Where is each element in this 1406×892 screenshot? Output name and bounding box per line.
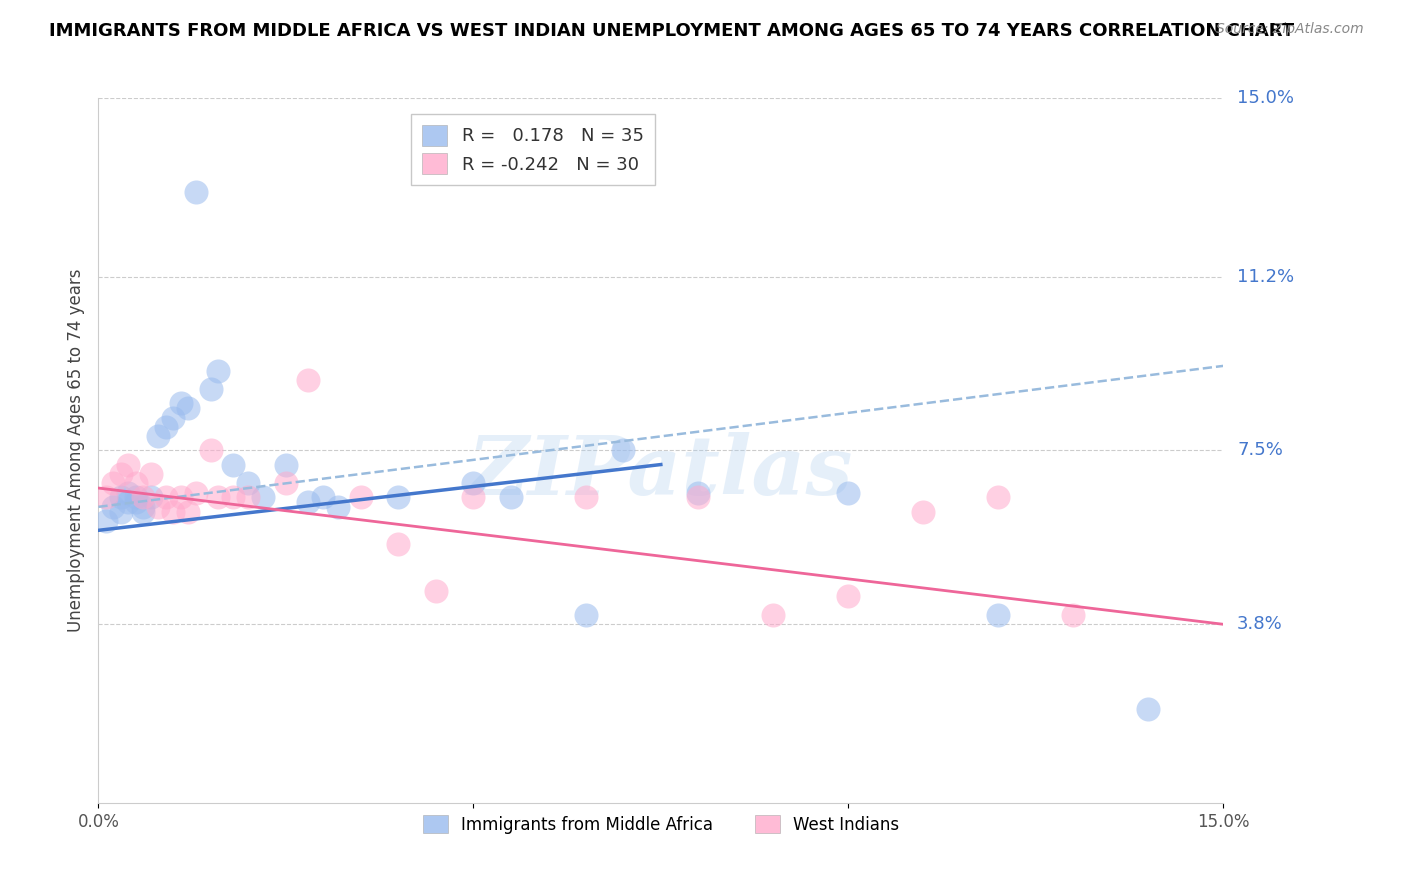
Point	[575, 491, 598, 505]
Point	[184, 185, 207, 199]
Point	[238, 491, 260, 505]
Point	[125, 491, 148, 505]
Point	[837, 589, 859, 603]
Point	[312, 491, 335, 505]
Point	[117, 495, 139, 509]
Point	[463, 476, 485, 491]
Point	[425, 584, 447, 599]
Point	[170, 491, 193, 505]
Point	[148, 500, 170, 514]
Point	[274, 458, 297, 472]
Point	[132, 504, 155, 518]
Point	[94, 514, 117, 528]
Point	[987, 607, 1010, 622]
Point	[110, 467, 132, 481]
Point	[1062, 607, 1084, 622]
Point	[132, 500, 155, 514]
Point	[252, 491, 274, 505]
Point	[274, 476, 297, 491]
Text: Source: ZipAtlas.com: Source: ZipAtlas.com	[1216, 22, 1364, 37]
Point	[207, 491, 229, 505]
Point	[132, 491, 155, 505]
Point	[912, 504, 935, 518]
Text: 11.2%: 11.2%	[1237, 268, 1295, 285]
Point	[103, 476, 125, 491]
Point	[177, 401, 200, 416]
Y-axis label: Unemployment Among Ages 65 to 74 years: Unemployment Among Ages 65 to 74 years	[66, 268, 84, 632]
Point	[177, 504, 200, 518]
Point	[238, 476, 260, 491]
Point	[297, 495, 319, 509]
Point	[110, 491, 132, 505]
Point	[222, 491, 245, 505]
Point	[688, 485, 710, 500]
Point	[328, 500, 350, 514]
Point	[162, 410, 184, 425]
Point	[139, 491, 162, 505]
Point	[103, 500, 125, 514]
Point	[612, 443, 634, 458]
Point	[200, 443, 222, 458]
Point	[222, 458, 245, 472]
Point	[117, 485, 139, 500]
Point	[184, 485, 207, 500]
Point	[387, 491, 409, 505]
Point	[94, 491, 117, 505]
Point	[762, 607, 785, 622]
Point	[463, 491, 485, 505]
Point	[148, 429, 170, 443]
Point	[297, 373, 319, 387]
Point	[139, 467, 162, 481]
Point	[170, 396, 193, 410]
Text: 3.8%: 3.8%	[1237, 615, 1282, 633]
Text: 15.0%: 15.0%	[1237, 89, 1294, 107]
Point	[125, 495, 148, 509]
Point	[987, 491, 1010, 505]
Point	[200, 383, 222, 397]
Point	[117, 458, 139, 472]
Point	[837, 485, 859, 500]
Point	[575, 607, 598, 622]
Point	[155, 491, 177, 505]
Text: 7.5%: 7.5%	[1237, 442, 1284, 459]
Point	[162, 504, 184, 518]
Point	[688, 491, 710, 505]
Point	[387, 537, 409, 551]
Point	[207, 363, 229, 377]
Text: IMMIGRANTS FROM MIDDLE AFRICA VS WEST INDIAN UNEMPLOYMENT AMONG AGES 65 TO 74 YE: IMMIGRANTS FROM MIDDLE AFRICA VS WEST IN…	[49, 22, 1295, 40]
Point	[125, 476, 148, 491]
Point	[499, 491, 522, 505]
Point	[110, 504, 132, 518]
Legend: Immigrants from Middle Africa, West Indians: Immigrants from Middle Africa, West Indi…	[412, 805, 910, 844]
Point	[350, 491, 373, 505]
Point	[1137, 702, 1160, 716]
Text: ZIPatlas: ZIPatlas	[468, 432, 853, 512]
Point	[155, 420, 177, 434]
